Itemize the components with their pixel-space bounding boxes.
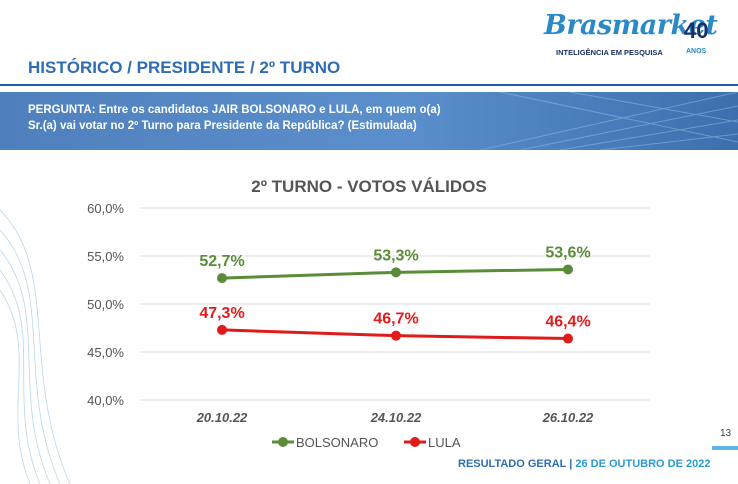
decorative-wave-lines (0, 209, 71, 484)
line-chart: 2º TURNO - VOTOS VÁLIDOS 60,0% 55,0% 50,0%… (87, 177, 650, 450)
question-line-1: PERGUNTA: Entre os candidatos JAIR BOLSO… (28, 104, 441, 116)
bolsonaro-data-label: 53,3% (373, 247, 418, 264)
y-tick-label: 60,0% (87, 201, 124, 216)
brasmarket-logo: Brasmarket 40 INTELIGÊNCIA EM PESQUISA A… (540, 8, 730, 60)
question-band: PERGUNTA: Entre os candidatos JAIR BOLSO… (0, 92, 738, 150)
lula-data-point (217, 324, 227, 335)
y-tick-label: 40,0% (87, 393, 124, 408)
y-tick-label: 55,0% (87, 249, 124, 264)
bolsonaro-data-point (217, 273, 227, 284)
x-tick-label: 26.10.22 (542, 410, 594, 425)
bolsonaro-legend-label: BOLSONARO (296, 435, 378, 450)
bolsonaro-legend-marker (278, 437, 288, 447)
chart-title: 2º TURNO - VOTOS VÁLIDOS (251, 177, 486, 196)
logo-tagline: INTELIGÊNCIA EM PESQUISA (556, 48, 663, 57)
lula-data-label: 46,4% (545, 314, 590, 331)
page-number: 13 (720, 428, 732, 439)
x-tick-label: 24.10.22 (370, 410, 422, 425)
lula-data-point (391, 330, 401, 341)
logo-40-years: 40 (684, 18, 709, 43)
footer-date: 26 DE OUTUBRO DE 2022 (575, 458, 711, 470)
lula-legend-marker (410, 437, 420, 447)
band-decoration (480, 92, 738, 150)
bolsonaro-data-label: 52,7% (199, 253, 244, 270)
question-text: PERGUNTA: Entre os candidatos JAIR BOLSO… (28, 102, 548, 134)
y-tick-label: 45,0% (87, 345, 124, 360)
question-line-2: Sr.(a) vai votar no 2º Turno para Presid… (28, 120, 417, 132)
bolsonaro-data-point (563, 264, 573, 275)
x-tick-label: 20.10.22 (196, 410, 248, 425)
header-divider (0, 84, 738, 86)
bolsonaro-data-label: 53,6% (545, 244, 590, 261)
logo-anos: ANOS (686, 48, 707, 55)
lula-data-label: 47,3% (199, 305, 244, 322)
bolsonaro-data-point (391, 267, 401, 278)
lula-legend-label: LULA (428, 435, 461, 450)
footer: RESULTADO GERAL | 26 DE OUTUBRO DE 2022 (458, 458, 710, 470)
footer-label: RESULTADO GERAL | (458, 458, 573, 470)
page-number-bar (712, 446, 738, 450)
y-tick-label: 50,0% (87, 297, 124, 312)
section-title: HISTÓRICO / PRESIDENTE / 2º TURNO (28, 58, 341, 77)
logo-name: Brasmarket (544, 10, 718, 41)
lula-data-label: 46,7% (373, 311, 418, 328)
lula-data-point (563, 333, 573, 344)
